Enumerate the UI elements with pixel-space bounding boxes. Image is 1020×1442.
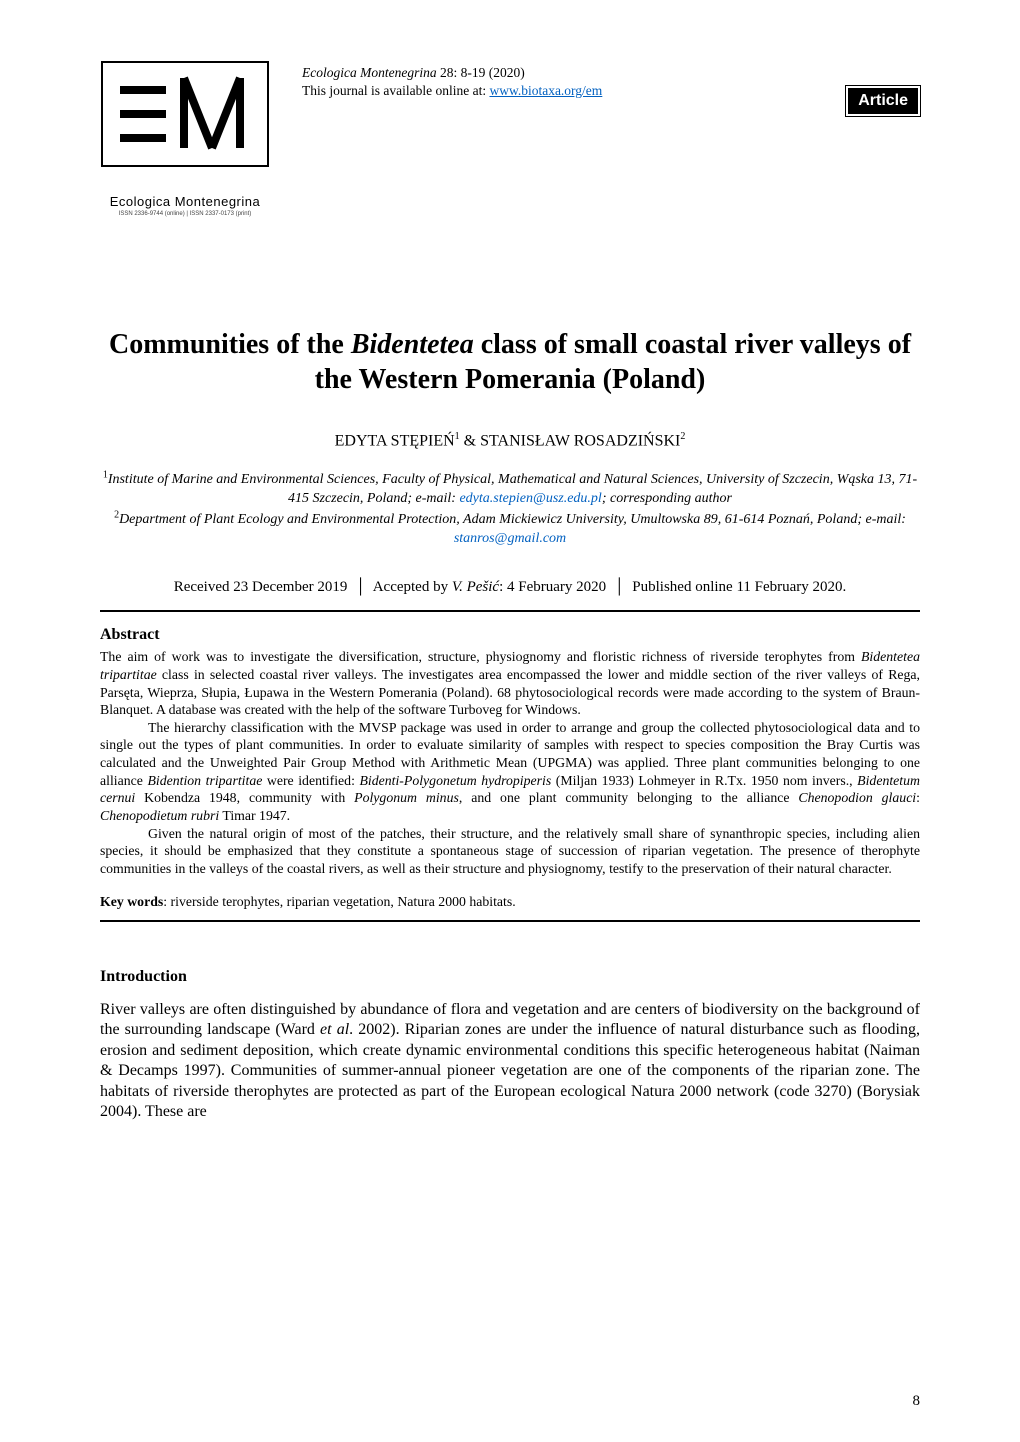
logo-glyph xyxy=(100,60,270,190)
keywords-label: Key words xyxy=(100,894,163,909)
abstract-p3: Given the natural origin of most of the … xyxy=(100,825,920,878)
rule-bottom xyxy=(100,920,920,922)
introduction-heading: Introduction xyxy=(100,968,920,986)
paper-title: Communities of the Bidentetea class of s… xyxy=(100,327,920,397)
page: Ecologica Montenegrina ISSN 2336-9744 (o… xyxy=(0,0,1020,1442)
citation-journal: Ecologica Montenegrina xyxy=(302,65,437,80)
affiliation-2-prefix: 2Department of Plant Ecology and Environ… xyxy=(114,512,906,527)
citation-line-1: Ecologica Montenegrina 28: 8-19 (2020) xyxy=(302,64,814,82)
citation-availability-prefix: This journal is available online at: xyxy=(302,83,489,98)
abstract-body: The aim of work was to investigate the d… xyxy=(100,648,920,878)
received-line: Received 23 December 2019 │ Accepted by … xyxy=(100,579,920,596)
keywords-text: : riverside terophytes, riparian vegetat… xyxy=(163,894,515,909)
affiliations: 1Institute of Marine and Environmental S… xyxy=(100,468,920,549)
rule-top xyxy=(100,610,920,612)
affiliation-1-suffix: ; corresponding author xyxy=(602,491,732,506)
affiliation-1-email: edyta.stepien@usz.edu.pl xyxy=(459,491,601,506)
introduction-body: River valleys are often distinguished by… xyxy=(100,1000,920,1123)
logo-caption: Ecologica Montenegrina xyxy=(110,194,260,209)
abstract-heading: Abstract xyxy=(100,626,920,644)
article-badge: Article xyxy=(846,86,920,116)
header: Ecologica Montenegrina ISSN 2336-9744 (o… xyxy=(100,60,920,217)
affiliation-2-email: stanros@gmail.com xyxy=(454,531,566,546)
keywords: Key words: riverside terophytes, riparia… xyxy=(100,894,920,910)
citation-block: Ecologica Montenegrina 28: 8-19 (2020) T… xyxy=(302,60,814,100)
abstract-p1: The aim of work was to investigate the d… xyxy=(100,648,920,719)
abstract-p2: The hierarchy classification with the MV… xyxy=(100,719,920,825)
page-number: 8 xyxy=(913,1393,921,1410)
introduction-p1: River valleys are often distinguished by… xyxy=(100,1000,920,1123)
journal-logo: Ecologica Montenegrina ISSN 2336-9744 (o… xyxy=(100,60,270,217)
authors: EDYTA STĘPIEŃ1 & STANISŁAW ROSADZIŃSKI2 xyxy=(100,431,920,450)
citation-line-2: This journal is available online at: www… xyxy=(302,82,814,100)
logo-subcaption: ISSN 2336-9744 (online) | ISSN 2337-0173… xyxy=(119,211,252,217)
citation-link[interactable]: www.biotaxa.org/em xyxy=(489,83,602,98)
citation-issue: 28: 8-19 (2020) xyxy=(437,65,525,80)
